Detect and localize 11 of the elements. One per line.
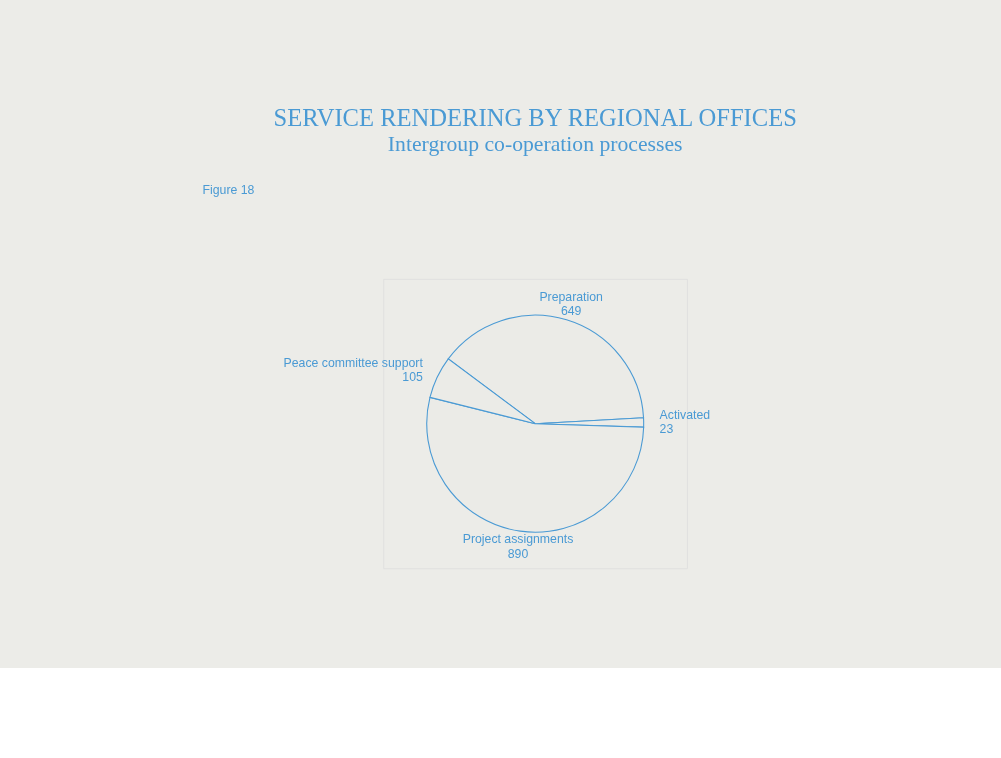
data-label: 890 — [507, 546, 529, 561]
data-label: 105 — [402, 370, 423, 385]
data-label: 23 — [659, 422, 674, 437]
slice-label: Preparation — [539, 289, 604, 304]
slice-label: Peace committee support — [283, 355, 424, 370]
slice-label: Project assignments — [462, 532, 574, 547]
slice-label: Activated — [659, 407, 711, 422]
chart-subtitle: Intergroup co-operation processes — [387, 132, 683, 157]
caption: Figure 18 — [202, 183, 255, 198]
chart-title: SERVICE RENDERING BY REGIONAL OFFICES — [273, 104, 797, 132]
data-label: 649 — [560, 304, 582, 319]
